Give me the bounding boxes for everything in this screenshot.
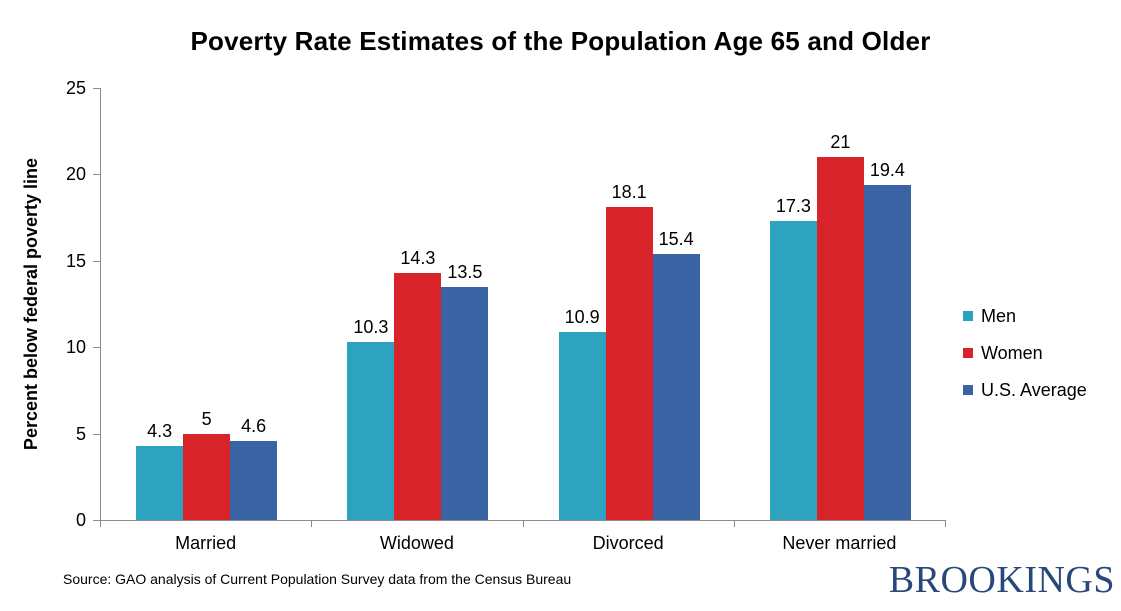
bar: [394, 272, 442, 520]
bar-column: 13.5: [441, 88, 489, 520]
x-axis-tick-mark: [311, 521, 313, 527]
bar-value-label: 10.9: [564, 306, 600, 327]
y-axis-tick-label: 5: [75, 423, 86, 444]
legend-label: Men: [981, 305, 1017, 326]
plot-area: 4.3 5 4.6 10.3 14.3 13.5 10.9 18.1 15.4 17.3 21 19.…: [100, 88, 946, 521]
x-axis-tick-mark: [945, 521, 946, 527]
y-axis-tick-mark: [93, 88, 100, 89]
x-axis-tick-mark: [100, 521, 101, 527]
x-axis-category-label: Divorced: [592, 533, 664, 553]
bar-value-label: 18.1: [611, 182, 647, 203]
legend: Men Women U.S. Average: [963, 306, 1087, 417]
bar-column: 10.3: [347, 88, 395, 520]
bar-column: 14.3: [394, 88, 442, 520]
bar-value-label: 17.3: [775, 196, 811, 217]
bar-value-label: 10.3: [353, 317, 389, 338]
bar-column: 18.1: [605, 88, 653, 520]
bar-column: 15.4: [652, 88, 700, 520]
legend-swatch: [963, 311, 973, 321]
bar-group: 4.3 5 4.6: [101, 88, 312, 520]
bar-column: 4.6: [230, 88, 278, 520]
bar: [183, 433, 231, 520]
legend-label: Women: [981, 342, 1043, 363]
bar: [769, 221, 817, 520]
y-axis-tick-mark: [93, 433, 100, 435]
bar-value-label: 14.3: [400, 247, 436, 268]
bar: [863, 184, 911, 520]
y-axis-tick-mark: [93, 260, 100, 262]
bar-group: 17.3 21 19.4: [735, 88, 946, 520]
bar-value-label: 21: [830, 132, 851, 153]
bar-column: 5: [183, 88, 231, 520]
bar-value-label: 13.5: [447, 261, 483, 282]
bar: [230, 440, 278, 520]
bar-column: 10.9: [558, 88, 606, 520]
chart-title: Poverty Rate Estimates of the Population…: [190, 26, 931, 56]
bar: [652, 253, 700, 520]
bar-value-label: 15.4: [658, 228, 694, 249]
bar: [558, 331, 606, 520]
y-axis-title: Percent below federal poverty line: [21, 157, 41, 451]
legend-swatch: [963, 385, 973, 395]
bar: [441, 286, 489, 520]
bar-column: 21: [816, 88, 864, 520]
x-axis-tick-mark: [733, 521, 735, 527]
brookings-logo: BROOKINGS: [888, 559, 1115, 601]
y-axis-tick-label: 15: [65, 250, 86, 271]
bar: [347, 342, 395, 520]
bar-column: 19.4: [863, 88, 911, 520]
y-axis-tick-label: 20: [65, 164, 86, 185]
legend-item: Women: [963, 343, 1087, 363]
legend-swatch: [963, 348, 973, 358]
bar: [136, 445, 184, 520]
source-note: Source: GAO analysis of Current Populati…: [63, 571, 572, 587]
y-axis-tick-label: 25: [65, 78, 86, 98]
bar-value-label: 4.6: [241, 415, 267, 436]
bar-group: 10.9 18.1 15.4: [524, 88, 735, 520]
y-axis-tick-label: 0: [75, 510, 86, 530]
x-axis-category-label: Married: [175, 533, 237, 553]
bar-value-label: 19.4: [869, 159, 905, 180]
bar-column: 17.3: [769, 88, 817, 520]
legend-item: U.S. Average: [963, 380, 1087, 400]
y-axis-tick-mark: [93, 347, 100, 349]
x-axis-category-label: Never married: [782, 533, 897, 553]
legend-label: U.S. Average: [981, 379, 1087, 400]
bar: [605, 207, 653, 520]
legend-item: Men: [963, 306, 1087, 326]
x-axis-tick-mark: [522, 521, 524, 527]
y-axis-tick-mark: [93, 520, 100, 521]
y-axis-tick-label: 10: [65, 337, 86, 358]
y-axis-tick-mark: [93, 174, 100, 176]
bar-group: 10.3 14.3 13.5: [312, 88, 523, 520]
bar: [816, 157, 864, 520]
bar-value-label: 4.3: [147, 420, 173, 441]
bar-column: 4.3: [136, 88, 184, 520]
x-axis-category-label: Widowed: [379, 533, 454, 553]
bar-value-label: 5: [201, 408, 212, 429]
